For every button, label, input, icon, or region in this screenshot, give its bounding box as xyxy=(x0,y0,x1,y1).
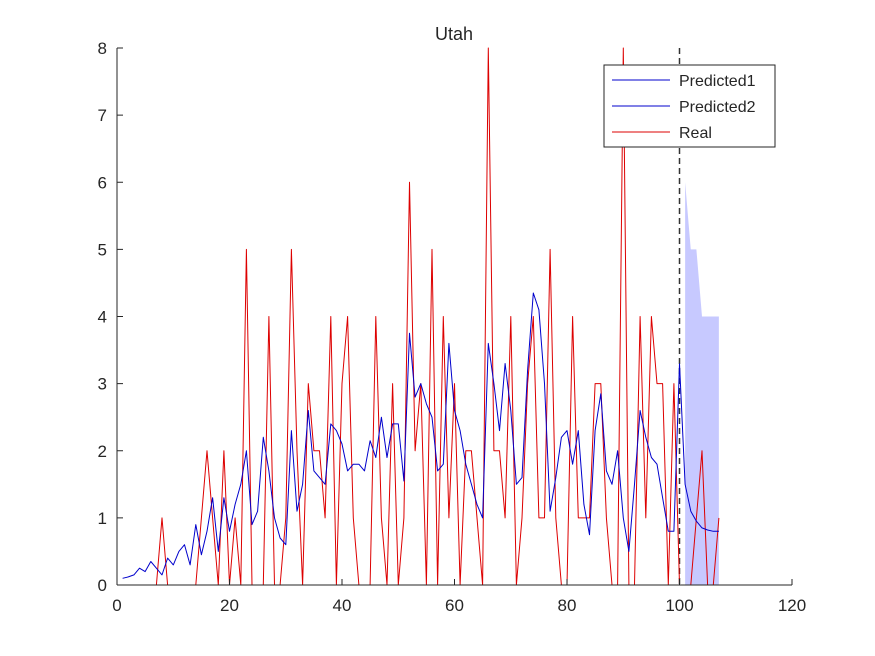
legend: Predicted1 Predicted2 Real xyxy=(603,64,776,148)
x-tick-label: 40 xyxy=(333,596,352,615)
x-tick-label: 120 xyxy=(778,596,806,615)
series-line-predicted1 xyxy=(122,292,680,579)
y-tick-label: 6 xyxy=(98,173,107,192)
legend-label-predicted2: Predicted2 xyxy=(679,99,756,116)
y-tick-label: 5 xyxy=(98,240,107,259)
forecast-band xyxy=(685,182,719,585)
x-tick-label: 0 xyxy=(112,596,121,615)
chart-title: Utah xyxy=(435,24,473,44)
legend-label-real: Real xyxy=(679,125,712,142)
axes: 0 20 40 60 80 100 120 0 1 2 3 4 5 6 7 8 xyxy=(98,39,807,615)
y-tick-label: 0 xyxy=(98,576,107,595)
y-tick-label: 8 xyxy=(98,39,107,58)
x-tick-label: 80 xyxy=(558,596,577,615)
y-tick-label: 7 xyxy=(98,106,107,125)
x-tick-label: 100 xyxy=(665,596,693,615)
y-tick-label: 1 xyxy=(98,509,107,528)
y-tick-label: 3 xyxy=(98,375,107,394)
x-tick-label: 20 xyxy=(220,596,239,615)
x-tick-label: 60 xyxy=(445,596,464,615)
y-tick-label: 4 xyxy=(98,308,107,327)
plot-area xyxy=(122,47,720,586)
legend-label-predicted1: Predicted1 xyxy=(679,73,756,90)
series-line-predicted2 xyxy=(679,363,719,532)
y-tick-label: 2 xyxy=(98,442,107,461)
